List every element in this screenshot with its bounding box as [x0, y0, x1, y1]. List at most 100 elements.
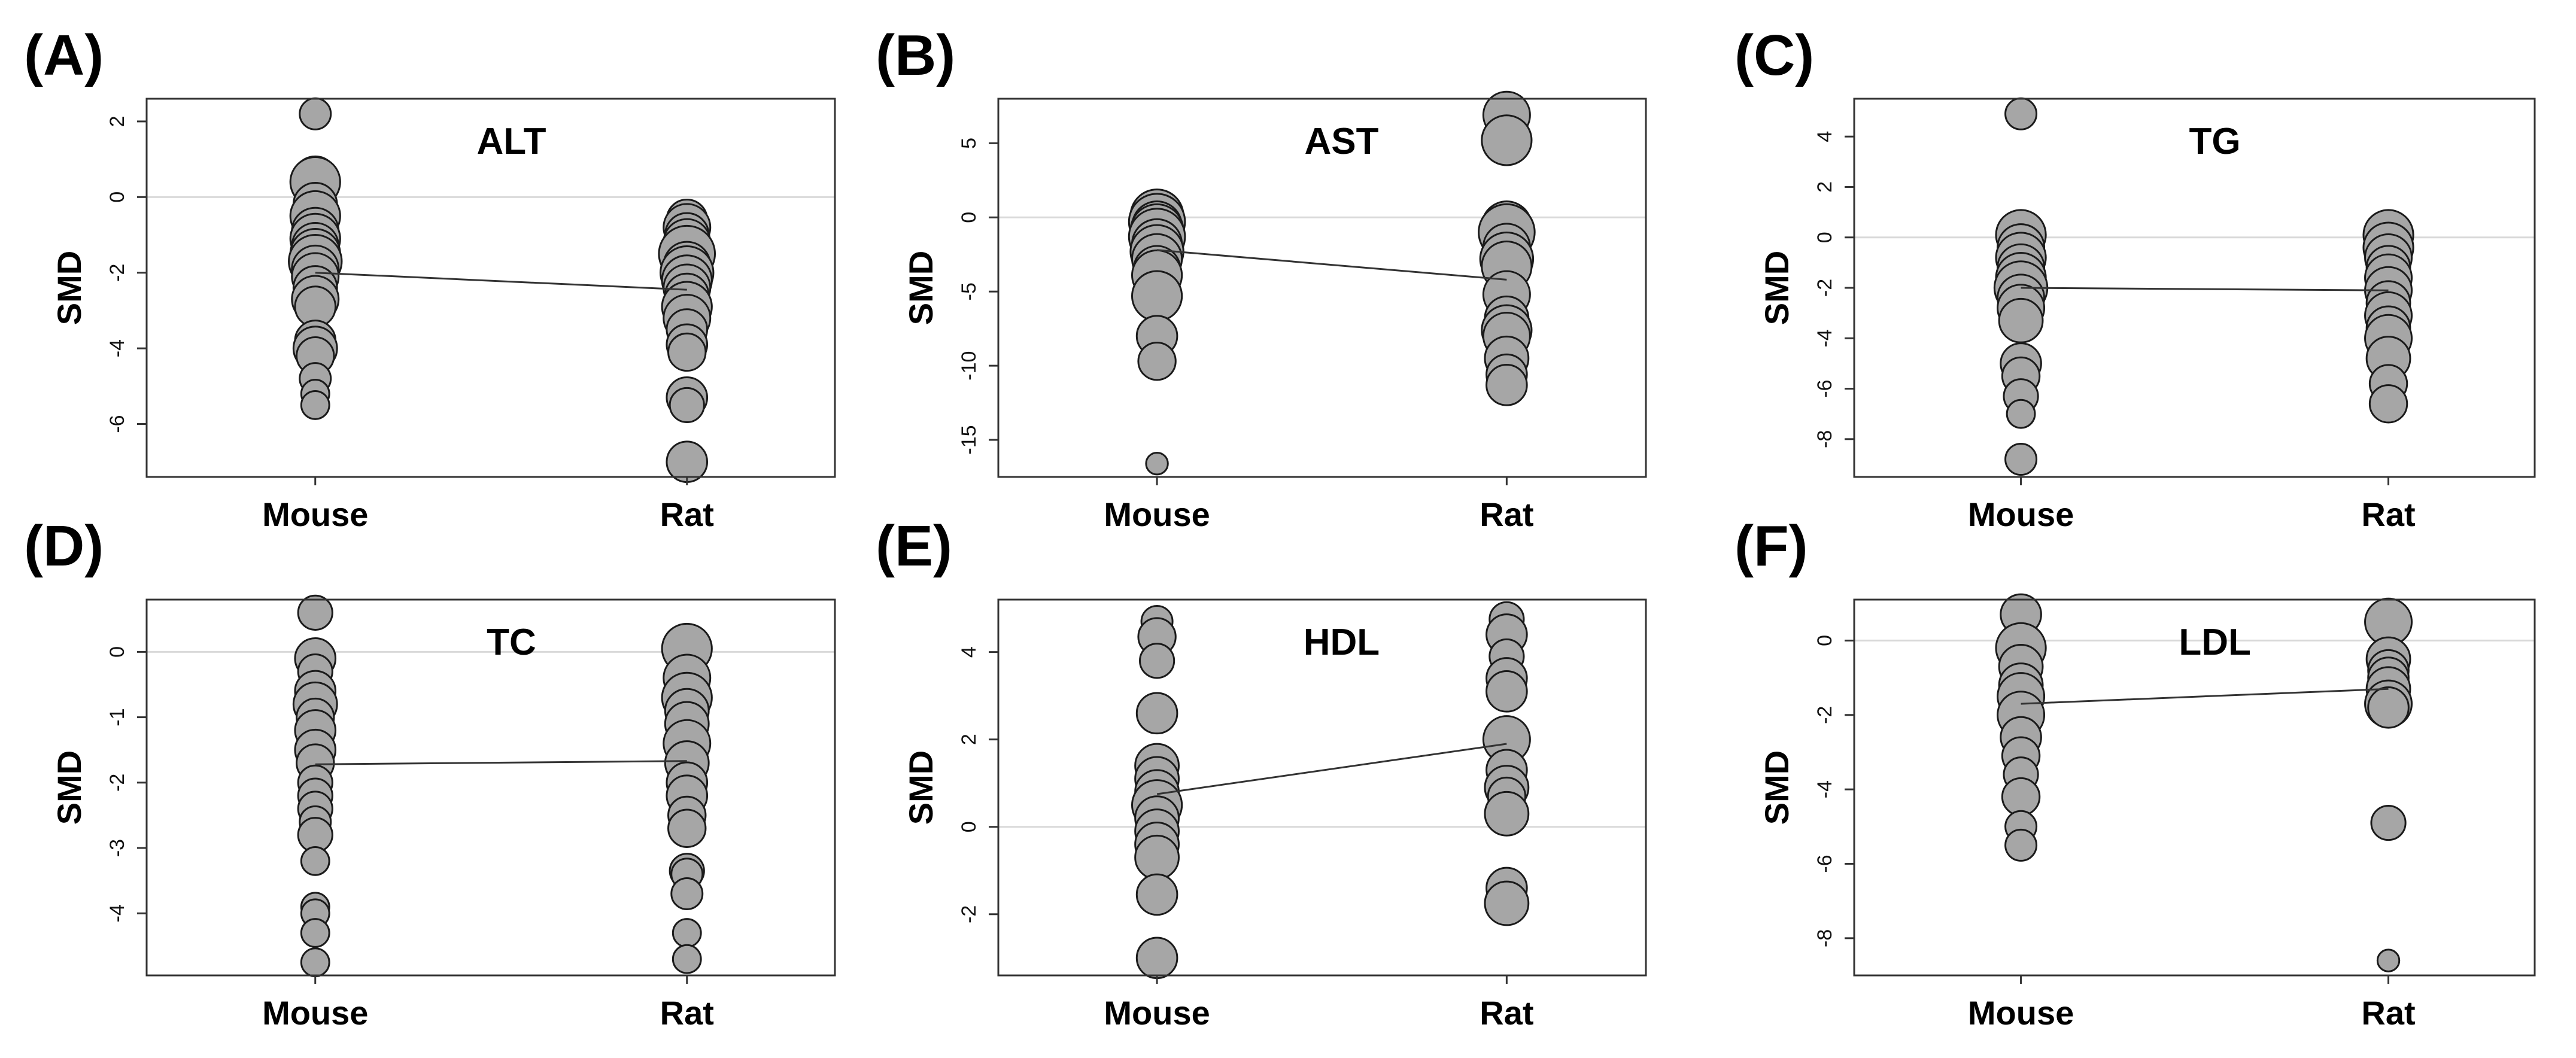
trend-line: [1156, 249, 1507, 281]
chart-panel: (E) 4 2 0 -2 SMD HDL Mouse Rat: [876, 514, 1647, 1032]
data-point: [2370, 804, 2407, 841]
chart-panel: (B) 5 0 -5 -10 -15 SMD AST Mouse Rat: [876, 23, 1647, 533]
y-tick-label: 5: [958, 138, 980, 149]
data-point: [1137, 341, 1177, 381]
y-tick-label: 0: [106, 191, 129, 203]
y-tick-label: -15: [958, 425, 980, 454]
y-tick-label: 0: [1813, 635, 1836, 646]
y-tick-label: 0: [958, 821, 980, 832]
y-axis-label: SMD: [50, 750, 88, 825]
y-axis-label: SMD: [1758, 750, 1796, 825]
y-tick-label: 2: [1813, 181, 1836, 193]
data-point: [669, 387, 705, 424]
y-tick-label: -8: [1813, 929, 1836, 947]
y-tick-label: 0: [958, 212, 980, 223]
y-tick-label: -6: [106, 415, 129, 433]
data-point: [1998, 297, 2044, 343]
trend-line: [315, 272, 687, 291]
data-point: [300, 918, 330, 948]
data-point: [1484, 880, 1530, 926]
y-tick-label: -2: [106, 774, 129, 792]
chart-panel: (D) 0 -1 -2 -3 -4 SMD TC Mouse Rat: [24, 514, 836, 1032]
chart-title: HDL: [1304, 622, 1380, 663]
data-point: [2004, 443, 2038, 476]
data-point: [672, 944, 702, 974]
chart-panel: (A) 2 0 -2 -4 -6 SMD ALT Mouse Rat: [24, 23, 836, 533]
chart-title: TC: [487, 622, 536, 663]
y-axis-label: SMD: [902, 750, 940, 825]
y-tick-label: -2: [1813, 706, 1836, 724]
y-axis-label: SMD: [1758, 251, 1796, 325]
y-tick-label: -8: [1813, 430, 1836, 448]
data-point: [2006, 399, 2036, 429]
data-point: [1134, 834, 1180, 880]
panel-letter: (A): [24, 23, 104, 87]
trend-line: [1156, 743, 1507, 795]
data-point: [1484, 791, 1530, 837]
y-tick-label: 0: [1813, 232, 1836, 243]
y-tick-label: -5: [958, 282, 980, 300]
chart-title: LDL: [2179, 622, 2251, 663]
y-axis-label: SMD: [50, 251, 88, 325]
data-point: [667, 808, 707, 848]
plot-frame: [145, 98, 836, 478]
x-category-label: Rat: [2361, 994, 2415, 1032]
data-point: [2376, 948, 2401, 972]
data-point: [1135, 937, 1178, 980]
trend-line: [315, 760, 687, 765]
y-tick-label: 2: [958, 734, 980, 745]
data-point: [1486, 364, 1528, 406]
x-category-label: Mouse: [1104, 495, 1210, 533]
data-point: [670, 877, 704, 910]
x-category-label: Mouse: [262, 495, 368, 533]
chart-panel: (F) 0 -2 -4 -6 -8 SMD LDL Mouse Rat: [1734, 514, 2536, 1032]
data-point: [1145, 451, 1169, 476]
data-point: [1131, 270, 1183, 322]
x-category-label: Rat: [660, 495, 714, 533]
data-point: [1135, 873, 1178, 916]
panel-letter: (C): [1734, 23, 1814, 87]
y-tick-label: -4: [1813, 780, 1836, 798]
y-tick-label: 4: [958, 646, 980, 658]
data-point: [1481, 114, 1533, 166]
data-point: [666, 440, 709, 484]
y-axis-label: SMD: [902, 251, 940, 325]
x-category-label: Mouse: [1968, 994, 2074, 1032]
y-tick-label: -4: [1813, 329, 1836, 347]
plot-frame: [1853, 598, 2536, 977]
panel-letter: (F): [1734, 514, 1808, 578]
y-tick-label: 0: [106, 646, 129, 658]
x-category-label: Rat: [1480, 994, 1533, 1032]
chart-title: AST: [1304, 121, 1378, 162]
x-category-label: Rat: [1480, 495, 1533, 533]
chart-title: TG: [2189, 121, 2241, 162]
y-tick-label: -6: [1813, 379, 1836, 397]
data-point: [2368, 384, 2408, 424]
x-category-label: Mouse: [1968, 495, 2074, 533]
x-category-label: Rat: [2361, 495, 2415, 533]
y-tick-label: -2: [958, 905, 980, 923]
plot-frame: [997, 98, 1647, 478]
x-category-label: Mouse: [1104, 994, 1210, 1032]
y-tick-label: -4: [106, 339, 129, 357]
data-point: [300, 947, 330, 978]
y-tick-label: 2: [106, 115, 129, 127]
data-point: [300, 390, 330, 420]
plot-frame: [997, 598, 1647, 977]
y-tick-label: -6: [1813, 855, 1836, 872]
y-tick-label: 4: [1813, 131, 1836, 142]
y-tick-label: -10: [958, 351, 980, 381]
data-point: [1135, 692, 1178, 735]
data-point: [299, 97, 332, 130]
panel-letter: (D): [24, 514, 104, 578]
chart-panel: (C) 4 2 0 -2 -4 -6 -8 SMD TG Mouse Rat: [1734, 23, 2536, 533]
data-point: [2004, 97, 2038, 130]
y-tick-label: -2: [106, 264, 129, 282]
panel-letter: (B): [876, 23, 955, 87]
data-point: [297, 594, 333, 631]
y-tick-label: -1: [106, 708, 129, 726]
data-point: [1486, 670, 1528, 713]
panel-letter: (E): [876, 514, 952, 578]
x-category-label: Rat: [660, 994, 714, 1032]
